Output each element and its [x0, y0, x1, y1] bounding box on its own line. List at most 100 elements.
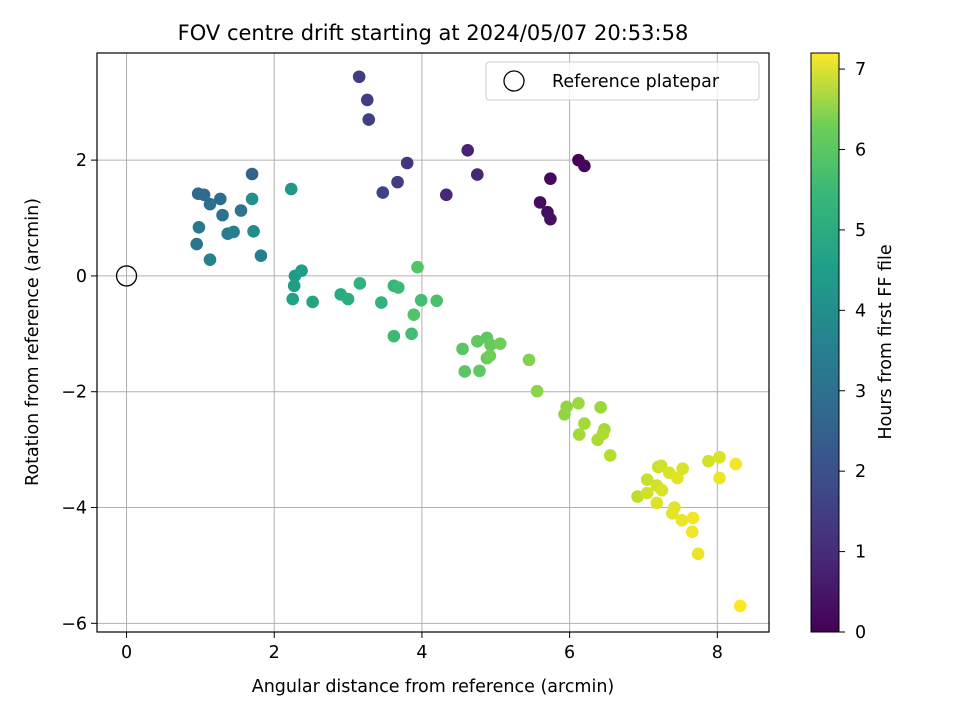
- data-point: [190, 237, 203, 251]
- data-point: [655, 483, 669, 497]
- data-point: [640, 473, 654, 487]
- data-point: [391, 281, 405, 294]
- data-point: [414, 293, 428, 307]
- data-point: [456, 342, 469, 356]
- data-point: [375, 296, 388, 309]
- data-point: [650, 496, 664, 510]
- data-point: [685, 525, 699, 539]
- data-point: [306, 295, 319, 309]
- data-point: [376, 186, 390, 199]
- legend-box: [485, 61, 760, 101]
- data-point: [493, 337, 507, 350]
- colorbar: 0 1 2 3 4 5 6 7 Hours from first FF file: [810, 52, 896, 643]
- colorbar-ticks: 0 1 2 3 4 5 6 7: [839, 60, 866, 643]
- colorbar-tick-label: 6: [855, 141, 866, 161]
- data-point: [713, 450, 726, 464]
- data-point: [733, 599, 747, 613]
- reference-marker-group: [115, 265, 138, 287]
- colorbar-tick-label: 4: [855, 301, 866, 321]
- data-point: [295, 264, 308, 278]
- chart-title: FOV centre drift starting at 2024/05/07 …: [178, 21, 689, 45]
- colorbar-frame: [810, 52, 840, 633]
- y-axis-label: Rotation from reference (arcmin): [23, 198, 43, 486]
- colorbar-tick-label: 5: [855, 221, 866, 241]
- data-point: [458, 365, 472, 378]
- plot-frame: [96, 52, 770, 633]
- data-point: [544, 212, 557, 226]
- legend-reference-marker: [503, 70, 525, 92]
- data-point: [352, 70, 366, 84]
- data-point: [391, 175, 404, 189]
- colorbar-tick-label: 7: [855, 60, 866, 80]
- data-point: [691, 547, 705, 561]
- data-point: [411, 260, 424, 274]
- data-point: [387, 329, 401, 343]
- colorbar-tick-label: 2: [855, 462, 866, 482]
- data-point: [676, 462, 689, 476]
- x-tick-label: 6: [564, 643, 575, 663]
- y-tick-label: −6: [61, 614, 87, 634]
- data-point: [713, 471, 726, 485]
- data-point: [234, 204, 248, 217]
- x-tick-label: 0: [121, 643, 132, 663]
- x-tick-label: 2: [269, 643, 280, 663]
- data-point: [665, 507, 679, 520]
- legend: Reference platepar: [485, 61, 760, 101]
- x-tick-label: 8: [712, 643, 723, 663]
- data-point: [214, 192, 227, 206]
- x-axis-label: Angular distance from reference (arcmin): [252, 677, 615, 697]
- data-point: [578, 417, 591, 430]
- data-point: [362, 113, 376, 126]
- data-point: [578, 159, 591, 173]
- y-tick-label: 2: [76, 151, 87, 171]
- data-point: [227, 225, 240, 239]
- data-point: [522, 353, 536, 367]
- data-point: [439, 188, 453, 202]
- data-point: [286, 292, 299, 306]
- colorbar-tick-label: 1: [855, 543, 866, 563]
- data-point: [594, 401, 607, 414]
- data-point: [216, 208, 229, 222]
- data-point: [287, 279, 301, 293]
- data-point: [530, 384, 544, 398]
- y-tick-label: −4: [61, 499, 87, 519]
- x-axis-ticks: 0 2 4 6 8: [121, 632, 723, 663]
- colorbar-label: Hours from first FF file: [876, 244, 896, 439]
- legend-entry-label: Reference platepar: [552, 72, 720, 92]
- data-point: [591, 433, 604, 447]
- data-point: [729, 457, 743, 471]
- data-point: [245, 192, 259, 206]
- data-point: [400, 156, 414, 170]
- data-point: [254, 249, 268, 262]
- grid-lines: [97, 53, 769, 632]
- data-point: [247, 225, 260, 238]
- y-tick-label: −2: [61, 383, 87, 403]
- colorbar-tick-label: 0: [855, 623, 866, 643]
- data-points: [190, 70, 747, 613]
- data-point: [533, 196, 547, 209]
- data-point: [558, 407, 571, 421]
- data-point: [461, 143, 475, 157]
- data-point: [572, 396, 585, 410]
- colorbar-gradient: [811, 53, 839, 632]
- data-point: [675, 513, 689, 527]
- data-point: [284, 182, 298, 196]
- data-point: [702, 454, 715, 468]
- data-point: [483, 349, 497, 363]
- data-point: [544, 172, 557, 185]
- data-point: [405, 327, 418, 341]
- data-point: [197, 188, 211, 202]
- data-point: [471, 168, 484, 181]
- data-point: [407, 308, 421, 322]
- data-point: [471, 335, 484, 348]
- data-point: [686, 511, 700, 525]
- reference-platepar-marker: [115, 265, 138, 287]
- data-point: [203, 253, 217, 267]
- data-point: [603, 449, 617, 462]
- data-point: [572, 428, 586, 441]
- data-point: [245, 167, 259, 181]
- data-point: [671, 471, 684, 485]
- y-tick-label: 0: [76, 267, 87, 287]
- data-point: [484, 338, 497, 352]
